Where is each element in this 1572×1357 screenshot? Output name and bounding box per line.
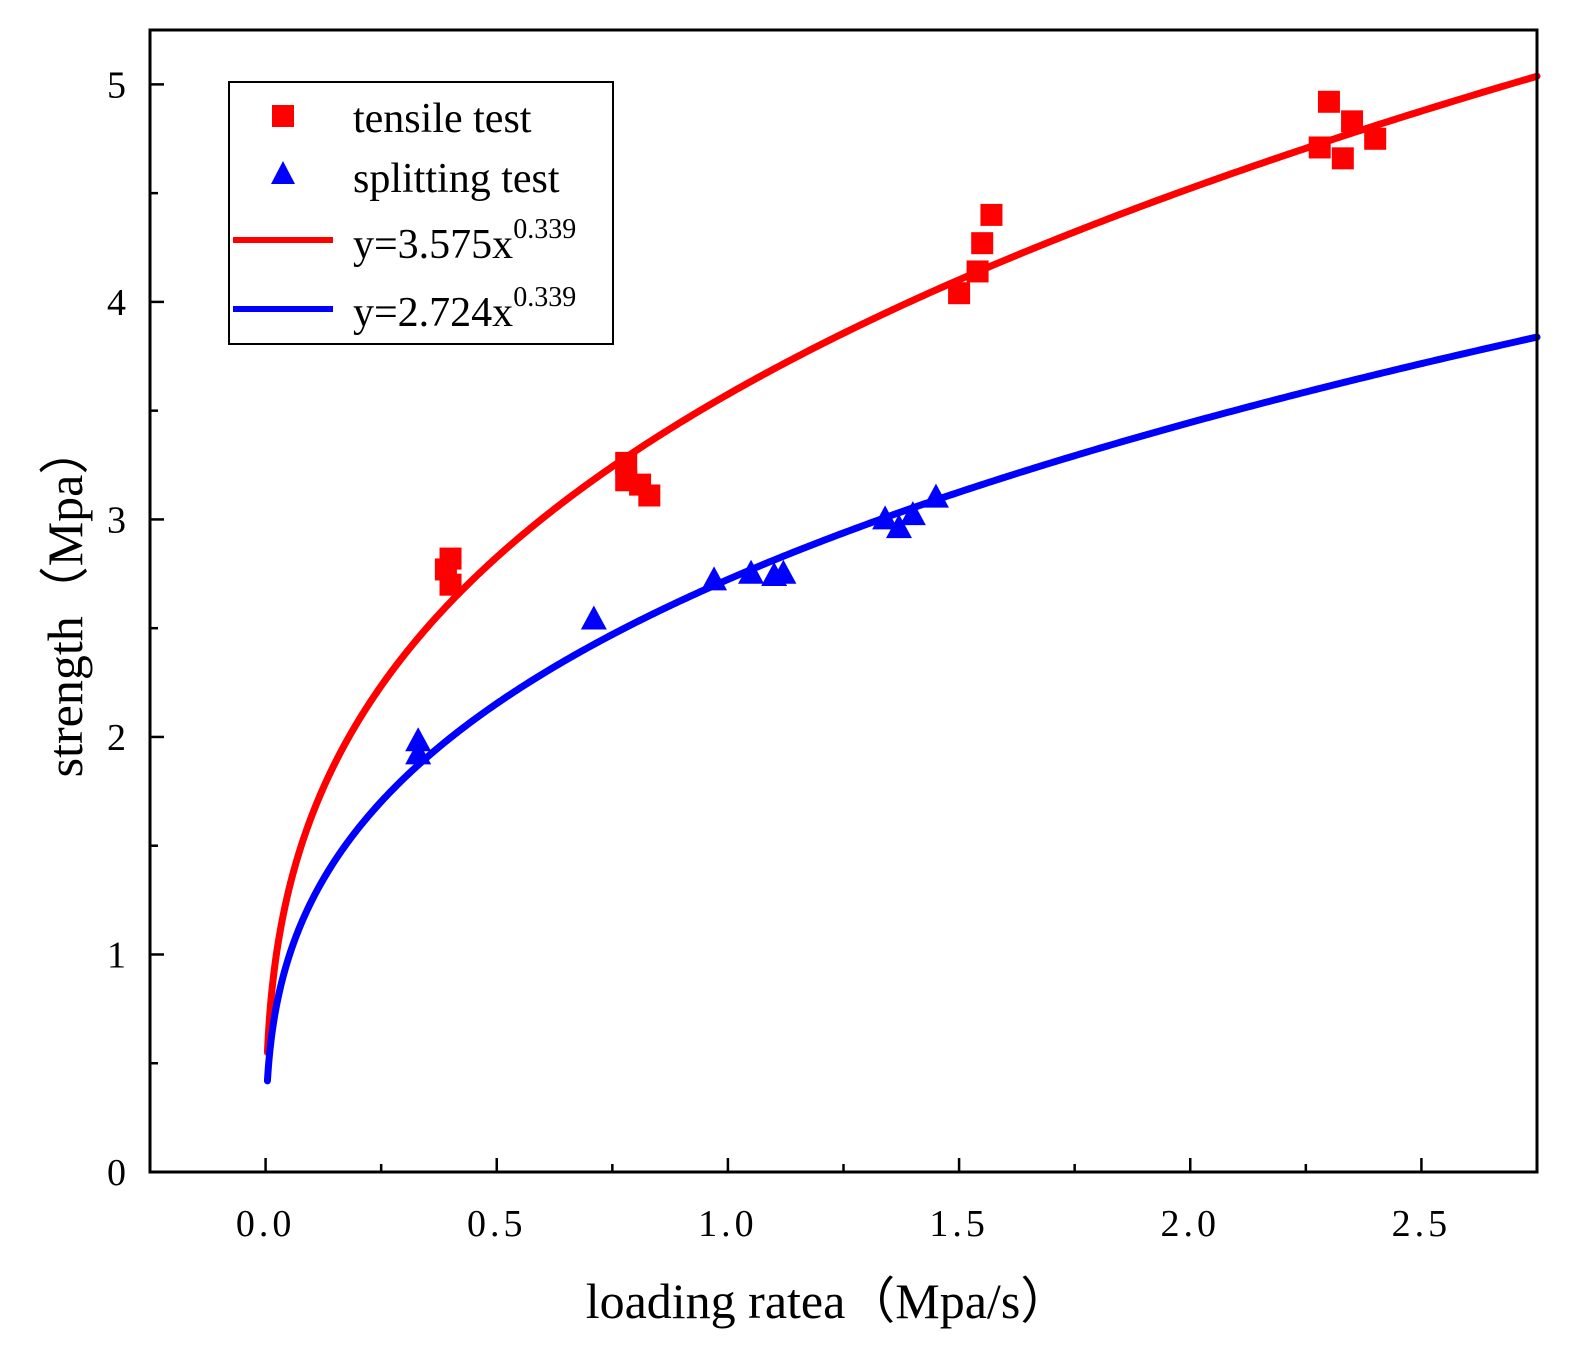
legend-marker-tensile: [272, 105, 294, 127]
x-tick-label: 1.0: [698, 1203, 758, 1245]
fit-curves: [263, 72, 1541, 1085]
splitting-point: [405, 740, 432, 765]
y-tick-label: 5: [107, 64, 126, 106]
axis-ticks: 0.0 0.5 1.0 1.5 2.0 2.5 0 1 2 3 4 5: [107, 64, 1539, 1245]
legend-label-splitting: splitting test: [353, 156, 560, 202]
tensile-point: [1308, 136, 1331, 159]
legend-label-blue-fit: y=2.724x0.339: [353, 282, 576, 336]
splitting-point: [872, 505, 899, 530]
legend-label-red-fit: y=3.575x0.339: [353, 214, 576, 268]
y-tick-label: 4: [107, 282, 126, 324]
x-tick-label: 0.5: [467, 1203, 527, 1245]
splitting-point: [580, 605, 607, 630]
tensile-point: [1364, 127, 1387, 150]
y-tick-label: 2: [107, 717, 126, 759]
fit-curve-2: [263, 333, 1541, 1085]
splitting-point: [899, 501, 926, 526]
legend-red-fit-equation: y=3.575x: [353, 222, 513, 268]
y-tick-label: 3: [107, 499, 126, 541]
x-tick-label: 0.0: [236, 1203, 296, 1245]
splitting-point: [922, 483, 949, 508]
data-points: [405, 90, 1387, 765]
x-axis-title: loading ratea（Mpa/s）: [586, 1273, 1071, 1329]
tensile-point: [980, 203, 1003, 226]
legend-blue-fit-equation: y=2.724x: [353, 290, 513, 336]
x-tick-label: 1.5: [929, 1203, 989, 1245]
y-tick-label: 1: [107, 934, 126, 976]
splitting-point: [405, 727, 432, 752]
legend-red-fit-exponent: 0.339: [513, 214, 576, 245]
tensile-point: [439, 547, 462, 570]
y-axis-title: strength（Mpa）: [37, 425, 93, 778]
legend-marker-splitting: [271, 161, 295, 184]
x-tick-label: 2.5: [1392, 1203, 1452, 1245]
x-tick-label: 2.0: [1161, 1203, 1221, 1245]
legend-label-tensile: tensile test: [353, 96, 532, 142]
legend-blue-fit-exponent: 0.339: [513, 282, 576, 313]
tensile-point: [638, 484, 661, 507]
legend: tensile test splitting test y=3.575x0.33…: [228, 81, 614, 345]
y-tick-label: 0: [107, 1152, 126, 1194]
tensile-point: [615, 451, 638, 474]
splitting-point: [738, 559, 765, 584]
fit-curve-1: [263, 72, 1541, 1056]
splitting-point: [770, 559, 797, 584]
tensile-point: [971, 232, 994, 255]
tensile-point: [966, 260, 989, 283]
tensile-point: [1341, 110, 1364, 133]
tensile-point: [1317, 90, 1340, 113]
tensile-point: [439, 573, 462, 596]
splitting-point: [701, 566, 728, 591]
tensile-point: [1331, 147, 1354, 170]
splitting-point: [885, 514, 912, 539]
tensile-point: [948, 282, 971, 305]
